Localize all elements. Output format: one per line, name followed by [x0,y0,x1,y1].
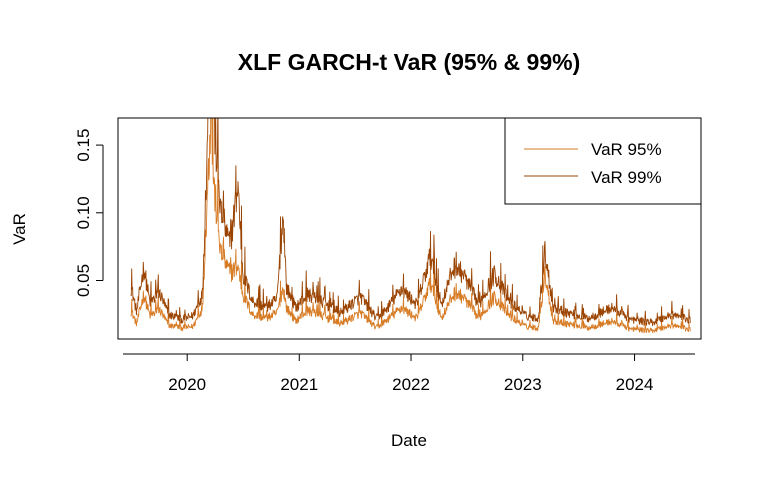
x-tick-label-2021: 2021 [280,375,318,394]
x-axis-label: Date [391,431,427,450]
y-axis: 0.05 0.10 0.15 [74,129,104,297]
series-layer [130,118,691,334]
series-line-var95 [130,118,691,334]
plot-box [117,117,702,340]
y-tick-label-0: 0.05 [74,264,93,297]
x-tick-label-2024: 2024 [616,375,654,394]
legend-box [504,117,702,205]
legend-label-var99: VaR 99% [591,168,662,187]
x-axis: 2020 2021 2022 2023 2024 [123,353,695,394]
x-tick-label-2022: 2022 [392,375,430,394]
legend: VaR 95% VaR 99% [504,117,702,205]
y-axis-label: VaR [10,213,29,245]
series-line-var99 [130,118,691,327]
x-tick-label-2023: 2023 [504,375,542,394]
y-tick-label-2: 0.15 [74,129,93,162]
x-tick-label-2020: 2020 [168,375,206,394]
y-tick-label-1: 0.10 [74,196,93,229]
chart-title: XLF GARCH-t VaR (95% & 99%) [238,49,581,75]
legend-label-var95: VaR 95% [591,140,662,159]
